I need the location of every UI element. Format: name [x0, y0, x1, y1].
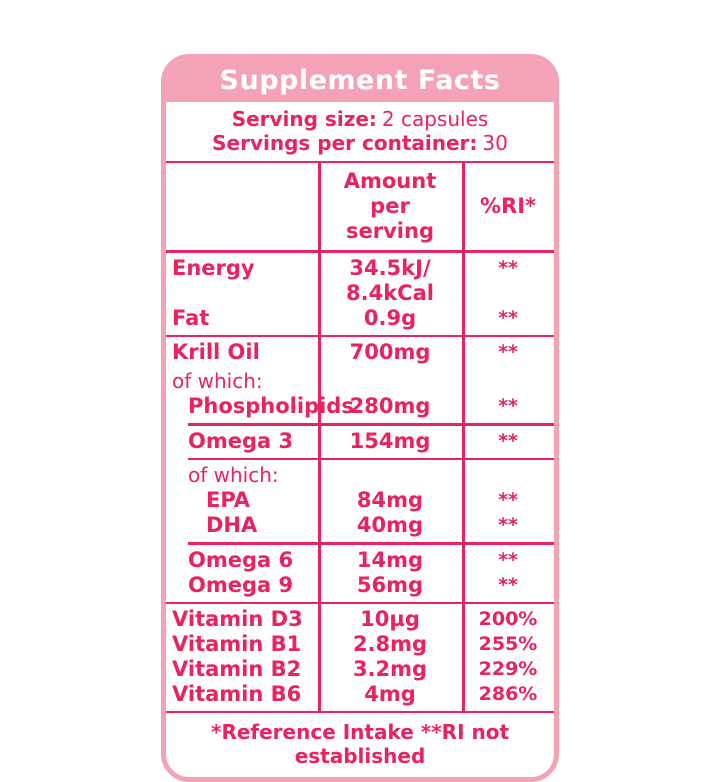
table-row: Fat 0.9g ** [166, 306, 554, 331]
row-amount: 56mg [356, 572, 424, 597]
row-name: Vitamin B2 [172, 657, 302, 681]
servings-per-container-line: Servings per container: 30 [170, 131, 550, 155]
section-krill-oil: Krill Oil 700mg ** of which: Phospholipi… [166, 337, 554, 423]
row-ri: 229% [478, 658, 538, 680]
serving-size-line: Serving size: 2 capsules [170, 107, 550, 131]
supplement-facts-label: Supplement Facts Serving size: 2 capsules… [161, 54, 559, 782]
nutrition-table: Amount per serving %RI* Energy 34.5kJ/ 8… [166, 161, 554, 713]
table-row: DHA 40mg ** [166, 513, 554, 538]
row-amount [318, 463, 462, 488]
row-amount: 700mg [349, 340, 431, 364]
row-ri: ** [498, 514, 518, 536]
row-ri: ** [498, 395, 518, 417]
serving-size-label: Serving size: [231, 107, 377, 131]
header-name [166, 169, 318, 244]
row-name: Vitamin B6 [172, 682, 302, 706]
table-header-row: Amount per serving %RI* [166, 163, 554, 250]
row-ri: ** [498, 341, 518, 363]
section-vitamins: Vitamin D3 10µg 200% Vitamin B1 2.8mg 25… [166, 604, 554, 711]
section-divider [166, 601, 554, 604]
table-row: Omega 9 56mg ** [166, 573, 554, 598]
row-ri: ** [498, 573, 518, 596]
table-row: Krill Oil 700mg ** [166, 340, 554, 365]
section-divider [166, 250, 554, 253]
page-background: Supplement Facts Serving size: 2 capsules… [161, 54, 559, 782]
row-amount: 280mg [349, 394, 431, 418]
row-name: DHA [206, 513, 258, 537]
row-name: EPA [206, 488, 251, 512]
section-omega-3: Omega 3 154mg ** [166, 426, 554, 458]
row-ri: 200% [478, 608, 538, 630]
row-ri: ** [498, 489, 518, 511]
table-row: EPA 84mg ** [166, 488, 554, 513]
row-name: of which: [172, 369, 263, 393]
row-amount [318, 369, 462, 394]
row-ri: 286% [478, 683, 538, 705]
row-amount: 154mg [349, 428, 431, 453]
row-amount: 4mg [364, 682, 416, 706]
row-ri [462, 463, 554, 488]
label-title-band: Supplement Facts [166, 59, 554, 102]
section-omega-6-9: Omega 6 14mg ** Omega 9 56mg ** [166, 545, 554, 602]
table-row: Vitamin B6 4mg 286% [166, 682, 554, 707]
table-row: Phospholipids 280mg ** [166, 394, 554, 419]
row-amount: 2.8mg [352, 632, 428, 656]
row-name: Omega 9 [188, 572, 294, 597]
row-amount: 40mg [356, 513, 424, 537]
serving-info: Serving size: 2 capsules Servings per con… [166, 102, 554, 161]
row-ri: ** [498, 548, 518, 571]
row-amount: 34.5kJ/ 8.4kCal [346, 255, 434, 305]
table-row: Vitamin D3 10µg 200% [166, 607, 554, 632]
table-row: Energy 34.5kJ/ 8.4kCal ** [166, 256, 554, 306]
table-row: Omega 6 14mg ** [166, 548, 554, 573]
row-ri: ** [498, 429, 518, 452]
row-name: Energy [172, 255, 255, 280]
table-row: of which: [166, 369, 554, 394]
row-name: Omega 6 [188, 547, 294, 572]
section-epa-dha: of which: EPA 84mg ** DHA 40mg ** [166, 460, 554, 542]
table-row: of which: [166, 463, 554, 488]
row-ri: ** [498, 256, 518, 279]
header-amount-per-serving: Amount per serving [343, 169, 437, 243]
column-divider-line-1 [318, 163, 321, 711]
row-name: of which: [188, 463, 279, 487]
row-name: Vitamin D3 [172, 607, 303, 631]
row-name: Krill Oil [172, 340, 260, 364]
section-divider [188, 542, 554, 545]
row-ri [462, 369, 554, 394]
table-row: Omega 3 154mg ** [166, 429, 554, 454]
section-divider [166, 334, 554, 337]
row-name: Phospholipids [188, 394, 354, 418]
row-amount: 0.9g [363, 305, 417, 330]
section-divider [188, 457, 554, 460]
row-amount: 84mg [356, 488, 424, 512]
row-ri: ** [498, 306, 518, 329]
table-row: Vitamin B2 3.2mg 229% [166, 657, 554, 682]
row-name: Omega 3 [188, 428, 294, 453]
row-name: Fat [172, 305, 210, 330]
section-energy-fat: Energy 34.5kJ/ 8.4kCal ** Fat 0.9g ** [166, 253, 554, 335]
section-divider [188, 423, 554, 426]
table-row: Vitamin B1 2.8mg 255% [166, 632, 554, 657]
row-amount: 3.2mg [352, 657, 428, 681]
serving-size-value: 2 capsules [381, 107, 489, 131]
label-title: Supplement Facts [219, 65, 501, 96]
row-name: Vitamin B1 [172, 632, 302, 656]
row-amount: 10µg [360, 607, 420, 631]
column-divider-line-2 [462, 163, 465, 711]
servings-per-container-label: Servings per container: [212, 131, 478, 155]
servings-per-container-value: 30 [482, 131, 508, 155]
header-percent-ri: %RI* [479, 194, 536, 218]
row-ri: 255% [478, 633, 538, 655]
row-amount: 14mg [356, 547, 424, 572]
footnote: *Reference Intake **RI not established [210, 720, 510, 768]
